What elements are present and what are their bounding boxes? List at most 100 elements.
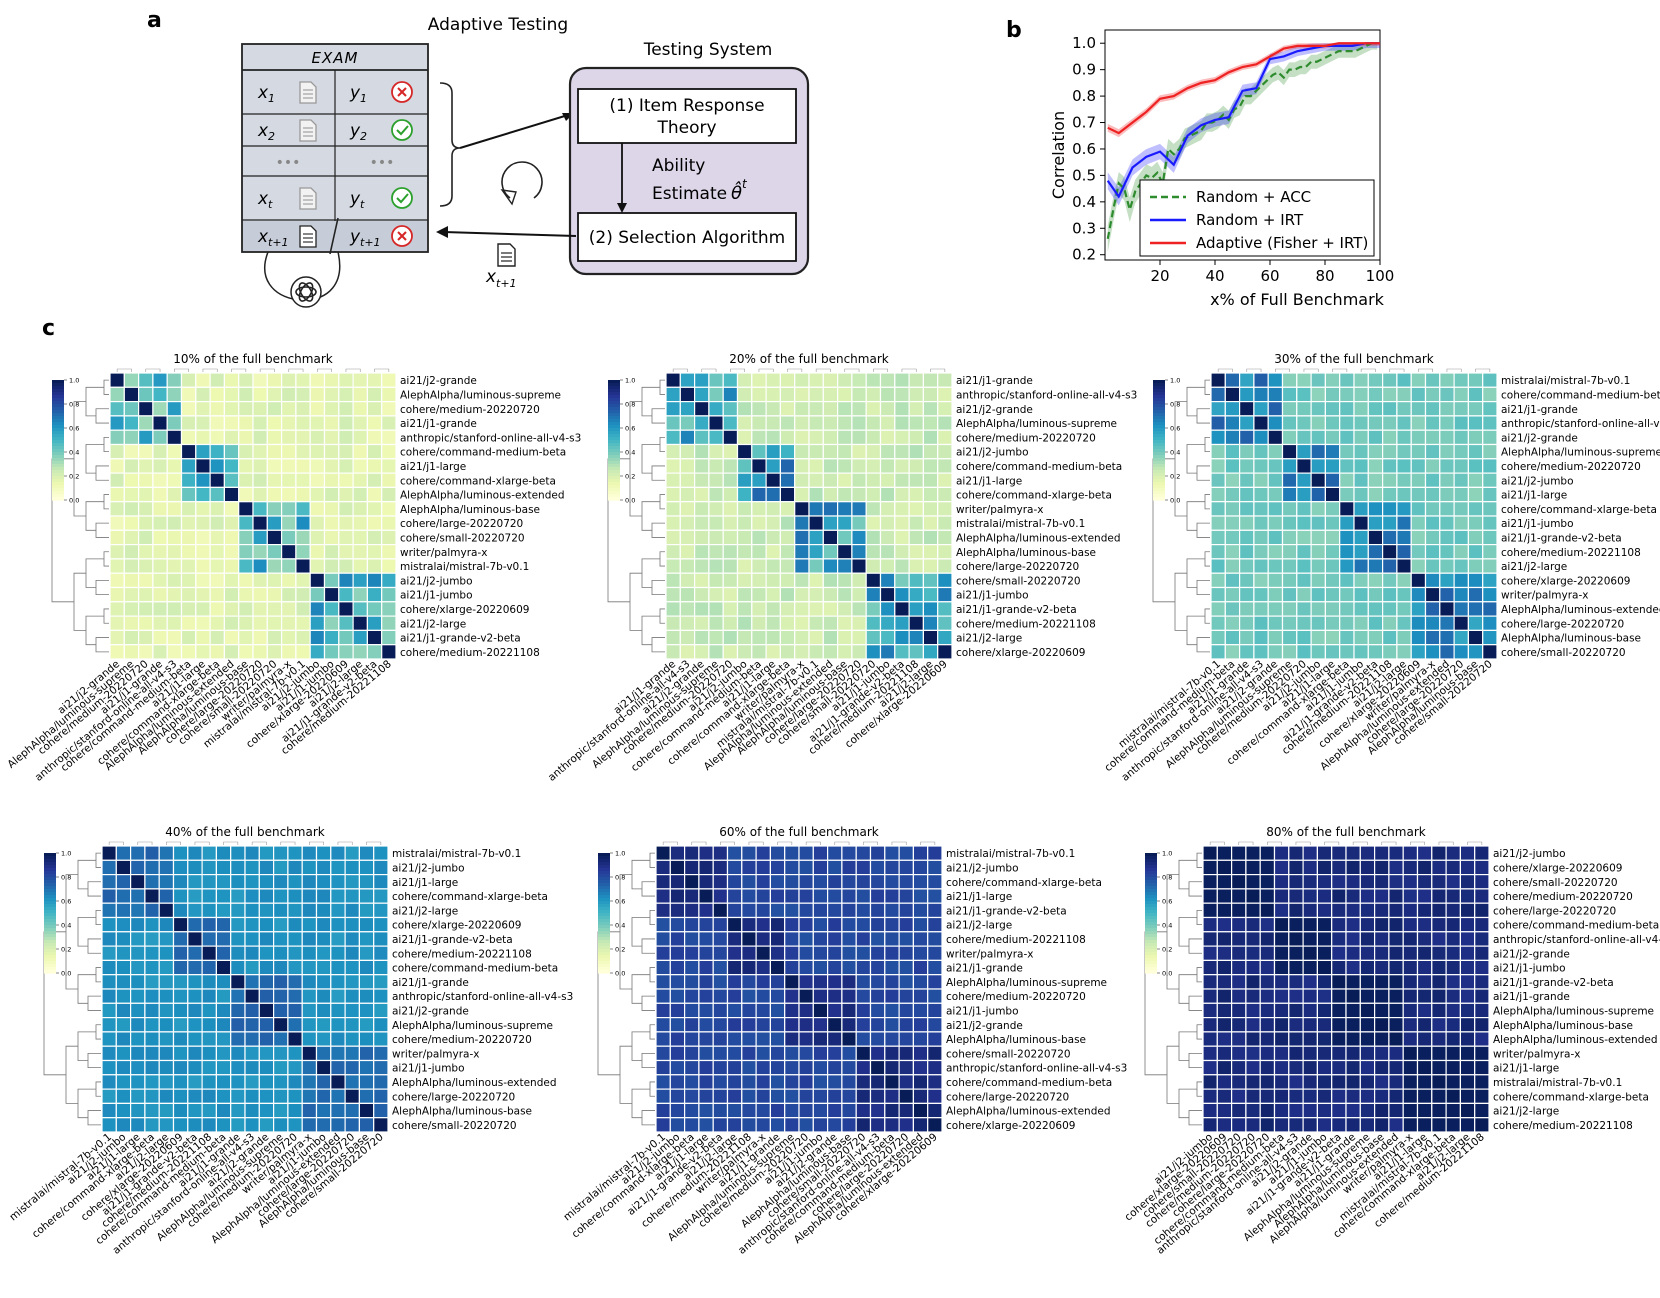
heatmap-cell bbox=[826, 902, 843, 919]
heatmap-cell bbox=[712, 1074, 729, 1090]
heatmap-cell bbox=[1210, 644, 1226, 660]
heatmap-cell bbox=[894, 558, 910, 574]
heatmap-cell bbox=[884, 1059, 900, 1076]
heatmap-cell bbox=[1210, 415, 1226, 431]
heatmap-cell bbox=[765, 401, 781, 417]
heatmap-cell bbox=[1396, 529, 1412, 546]
heatmap-cell bbox=[1431, 1002, 1447, 1019]
heatmap-cell bbox=[898, 1102, 914, 1119]
heatmap-cell bbox=[751, 429, 767, 446]
heatmap-cell bbox=[281, 601, 297, 617]
heatmap-cell bbox=[101, 1088, 117, 1104]
heatmap-cell bbox=[209, 572, 226, 589]
heatmap-cell bbox=[898, 974, 914, 990]
heatmap-cell bbox=[908, 429, 924, 446]
heatmap-cell bbox=[665, 586, 681, 603]
heatmap-cell bbox=[1273, 974, 1290, 990]
heatmap-cell bbox=[912, 845, 929, 861]
heatmap-cell bbox=[708, 644, 724, 660]
heatmap-cell bbox=[751, 543, 767, 560]
heatmap-cell bbox=[669, 845, 686, 861]
heatmap-cell bbox=[937, 572, 953, 589]
heatmap-cell bbox=[130, 1059, 146, 1076]
heatmap-cell bbox=[1431, 888, 1447, 904]
heatmap-cell bbox=[898, 845, 914, 861]
heatmap-cell bbox=[1467, 486, 1484, 503]
heatmap-cell bbox=[1267, 501, 1284, 517]
heatmap-cell bbox=[698, 931, 714, 947]
heatmap-cell bbox=[683, 1088, 700, 1104]
heatmap-cell bbox=[1316, 902, 1333, 919]
heatmap-cell bbox=[366, 458, 383, 474]
heatmap-cell bbox=[1288, 902, 1304, 919]
heatmap-cell bbox=[101, 1102, 117, 1119]
heatmap-cell bbox=[927, 1002, 943, 1019]
heatmap-cell bbox=[1439, 586, 1455, 603]
heatmap-cell bbox=[187, 974, 203, 990]
heatmap-cell bbox=[252, 644, 268, 660]
heatmap-row-label: ai21/j1-jumbo bbox=[400, 590, 473, 602]
heatmap-cell bbox=[1316, 945, 1333, 961]
heatmap-cell bbox=[1424, 429, 1441, 446]
heatmap-cell bbox=[1210, 615, 1226, 631]
heatmap-cell bbox=[358, 945, 375, 961]
heatmap-cell bbox=[1202, 902, 1218, 919]
heatmap-cell bbox=[712, 902, 729, 919]
heatmap-cell bbox=[794, 472, 810, 489]
heatmap-row-label: ai21/j1-large bbox=[392, 877, 458, 889]
heatmap-cell bbox=[879, 629, 896, 646]
heatmap-cell bbox=[1339, 515, 1355, 531]
heatmap-cell bbox=[865, 472, 882, 489]
heatmap-cell bbox=[1316, 873, 1333, 890]
heatmap-cell bbox=[879, 386, 896, 403]
heatmap-cell bbox=[1210, 601, 1226, 617]
heatmap-cell bbox=[1253, 501, 1269, 517]
heatmap-cell bbox=[138, 443, 154, 460]
heatmap-cell bbox=[755, 974, 771, 990]
heatmap-cell bbox=[187, 931, 203, 947]
heatmap-cell bbox=[922, 644, 939, 660]
heatmap-cell bbox=[1482, 429, 1498, 446]
heatmap-cell bbox=[1324, 615, 1341, 631]
heatmap-cell bbox=[301, 873, 318, 890]
heatmap-cell bbox=[1253, 644, 1269, 660]
heatmap-cell bbox=[1245, 1117, 1261, 1133]
heatmap-cell bbox=[338, 644, 354, 660]
heatmap-cell bbox=[1296, 629, 1312, 646]
heatmap-cell bbox=[1202, 859, 1218, 876]
heatmap-row-label: ai21/j1-grande-v2-beta bbox=[946, 905, 1067, 917]
heatmap-cell bbox=[115, 931, 132, 947]
heatmap-cell bbox=[741, 845, 757, 861]
heatmap-cell bbox=[898, 873, 914, 890]
heatmap-cell bbox=[1410, 515, 1427, 531]
heatmap-cell bbox=[115, 1102, 132, 1119]
heatmap-cell bbox=[330, 959, 346, 976]
heatmap-cell bbox=[287, 1088, 303, 1104]
heatmap-cell bbox=[784, 959, 800, 976]
heatmap-row-label: ai21/j2-jumbo bbox=[956, 447, 1029, 459]
heatmap-5: 60% of the full benchmarkmistralai/mistr… bbox=[561, 825, 1127, 1257]
heatmap-cell bbox=[736, 486, 753, 503]
llm-logo bbox=[264, 251, 341, 308]
heatmap-cell bbox=[1324, 415, 1341, 431]
heatmap-cell bbox=[1296, 458, 1312, 474]
heatmap-cell bbox=[922, 415, 939, 431]
heatmap-cell bbox=[908, 644, 924, 660]
heatmap-cell bbox=[358, 1088, 375, 1104]
heatmap-cell bbox=[836, 486, 853, 503]
heatmap-cell bbox=[865, 572, 882, 589]
heatmap-cell bbox=[295, 472, 311, 489]
heatmap-cell bbox=[655, 1074, 671, 1090]
heatmap-cell bbox=[1359, 902, 1376, 919]
heatmap-cell bbox=[1310, 501, 1326, 517]
heatmap-cell bbox=[1296, 429, 1312, 446]
heatmap-cell bbox=[1359, 1002, 1376, 1019]
heatmap-cell bbox=[366, 558, 383, 574]
heatmap-cell bbox=[1238, 372, 1255, 388]
heatmap-cell bbox=[301, 845, 318, 861]
colorbar-tick-label: 0.2 bbox=[1162, 946, 1172, 954]
heatmap-cell bbox=[281, 372, 297, 388]
heatmap-cell bbox=[201, 1059, 218, 1076]
heatmap-cell bbox=[338, 515, 354, 531]
heatmap-cell bbox=[836, 443, 853, 460]
